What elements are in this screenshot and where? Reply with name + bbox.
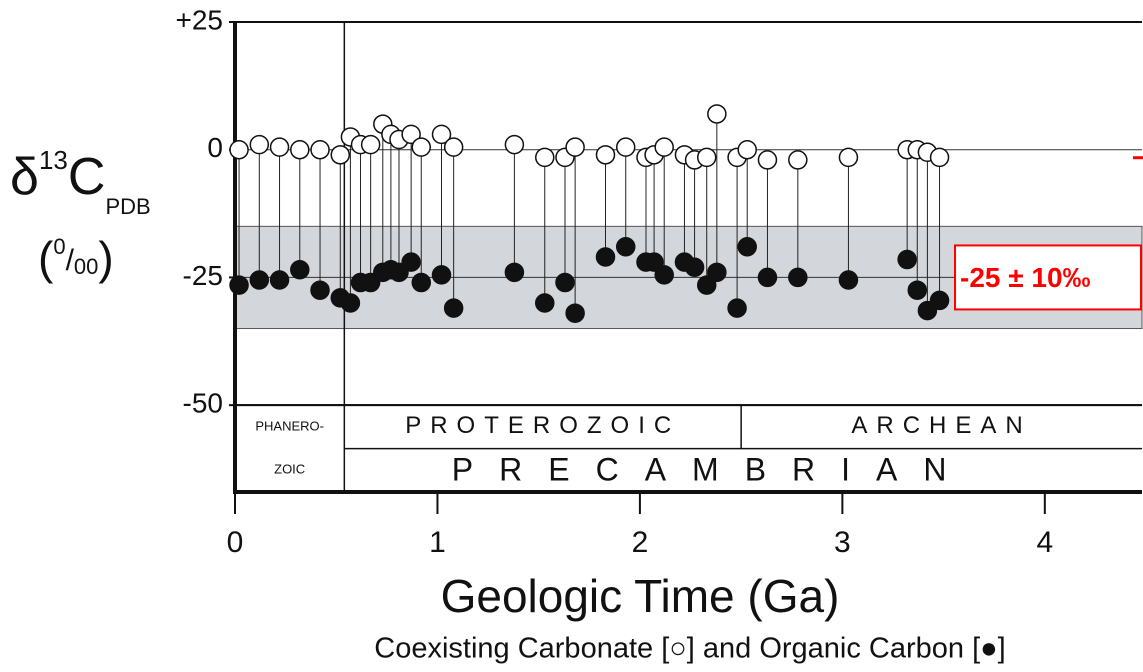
- open-point: [929, 147, 950, 168]
- open-point: [535, 147, 555, 168]
- open-point: [401, 124, 421, 145]
- filled-point: [411, 272, 432, 293]
- open-point: [615, 137, 636, 157]
- x-tick-label: 3: [834, 526, 851, 559]
- open-point: [431, 124, 452, 145]
- open-point: [310, 139, 330, 160]
- filled-point: [737, 237, 757, 257]
- filled-point: [340, 293, 361, 313]
- open-point: [788, 150, 808, 170]
- open-point: [249, 134, 270, 155]
- x-tick-label: 0: [227, 526, 244, 559]
- y-label-element: C: [68, 148, 106, 206]
- y-tick-label: +25: [176, 4, 224, 35]
- y-label-delta: δ: [10, 148, 39, 206]
- y-unit-slash: /: [66, 244, 75, 277]
- filled-point: [535, 293, 555, 313]
- open-point: [757, 150, 778, 170]
- filled-point: [696, 275, 717, 295]
- open-point: [290, 139, 310, 160]
- filled-point: [249, 270, 270, 290]
- filled-point: [707, 262, 727, 283]
- filled-point: [401, 252, 421, 272]
- y-unit-sub: 00: [74, 254, 98, 279]
- filled-point: [615, 237, 636, 257]
- open-point: [654, 137, 674, 157]
- annotation-box: [954, 244, 1142, 311]
- open-point: [504, 134, 525, 155]
- filled-point: [310, 280, 330, 300]
- filled-point: [788, 267, 808, 288]
- y-unit-open: (: [38, 232, 54, 284]
- filled-point: [644, 252, 664, 272]
- y-axis-unit: (0/00): [38, 232, 114, 284]
- open-point: [565, 137, 585, 157]
- filled-point: [504, 262, 525, 283]
- y-axis-label: δ13CPDB: [10, 145, 151, 219]
- filled-point: [757, 267, 778, 288]
- filled-point: [595, 247, 616, 267]
- open-point: [360, 134, 381, 155]
- open-point: [838, 147, 859, 168]
- filled-point: [727, 298, 747, 318]
- filled-point: [555, 272, 575, 293]
- eon-label: ZOIC: [274, 462, 305, 477]
- subtitle: Coexisting Carbonate [○] and Organic Car…: [374, 633, 1005, 665]
- y-unit-close: ): [98, 232, 113, 284]
- open-point: [269, 137, 290, 157]
- open-point: [229, 139, 249, 160]
- eon-label: ARCHEAN: [851, 412, 1031, 439]
- filled-point: [443, 298, 464, 318]
- eon-label: PRECAMBRIAN: [452, 452, 973, 488]
- y-unit-sup: 0: [53, 234, 65, 259]
- open-point: [707, 104, 727, 124]
- filled-point: [929, 290, 950, 311]
- open-point: [443, 137, 464, 157]
- eon-label: PROTEROZOIC: [405, 412, 680, 439]
- x-tick-label: 2: [632, 526, 649, 559]
- x-tick-label: 1: [429, 526, 446, 559]
- open-point: [696, 147, 717, 168]
- open-point: [737, 139, 757, 160]
- y-tick-label: 0: [207, 132, 223, 163]
- filled-point: [290, 260, 310, 280]
- filled-point: [269, 270, 290, 290]
- filled-point: [684, 257, 705, 277]
- y-label-sup: 13: [39, 145, 68, 175]
- filled-point: [907, 280, 928, 300]
- open-point: [595, 145, 616, 165]
- open-point: [330, 145, 351, 165]
- filled-point: [838, 270, 859, 290]
- annotation: -25 ± 10‰: [960, 262, 1091, 293]
- filled-point: [654, 265, 674, 285]
- filled-point: [897, 249, 917, 270]
- y-tick-label: -50: [183, 388, 223, 419]
- x-tick-label: 4: [1036, 526, 1053, 559]
- y-tick-label: -25: [183, 260, 223, 291]
- filled-point: [431, 265, 452, 285]
- y-label-sub: PDB: [105, 194, 150, 219]
- filled-point: [565, 303, 585, 323]
- filled-point: [229, 275, 249, 295]
- eon-label: PHANERO-: [255, 418, 324, 433]
- open-point: [411, 137, 432, 157]
- x-axis-label: Geologic Time (Ga): [441, 570, 840, 622]
